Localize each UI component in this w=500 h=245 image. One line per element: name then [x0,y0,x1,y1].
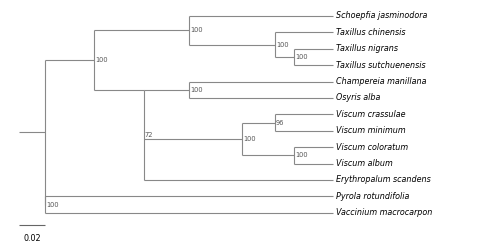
Text: Erythropalum scandens: Erythropalum scandens [336,175,431,184]
Text: 100: 100 [296,152,308,158]
Text: 0.02: 0.02 [24,234,41,243]
Text: Viscum crassulae: Viscum crassulae [336,110,406,119]
Text: Vaccinium macrocarpon: Vaccinium macrocarpon [336,208,432,217]
Text: Viscum minimum: Viscum minimum [336,126,406,135]
Text: 100: 100 [190,87,203,93]
Text: 72: 72 [145,132,154,138]
Text: 100: 100 [96,57,108,63]
Text: Viscum album: Viscum album [336,159,393,168]
Text: 100: 100 [296,54,308,60]
Text: 100: 100 [190,27,203,33]
Text: Viscum coloratum: Viscum coloratum [336,143,408,152]
Text: Pyrola rotundifolia: Pyrola rotundifolia [336,192,409,201]
Text: 100: 100 [46,202,60,208]
Text: Osyris alba: Osyris alba [336,93,380,102]
Text: 100: 100 [243,136,256,142]
Text: 100: 100 [276,42,288,48]
Text: Schoepfia jasminodora: Schoepfia jasminodora [336,12,428,20]
Text: Taxillus chinensis: Taxillus chinensis [336,28,406,37]
Text: Taxillus sutchuenensis: Taxillus sutchuenensis [336,61,426,70]
Text: 96: 96 [276,120,284,125]
Text: Champereia manillana: Champereia manillana [336,77,426,86]
Text: Taxillus nigrans: Taxillus nigrans [336,44,398,53]
